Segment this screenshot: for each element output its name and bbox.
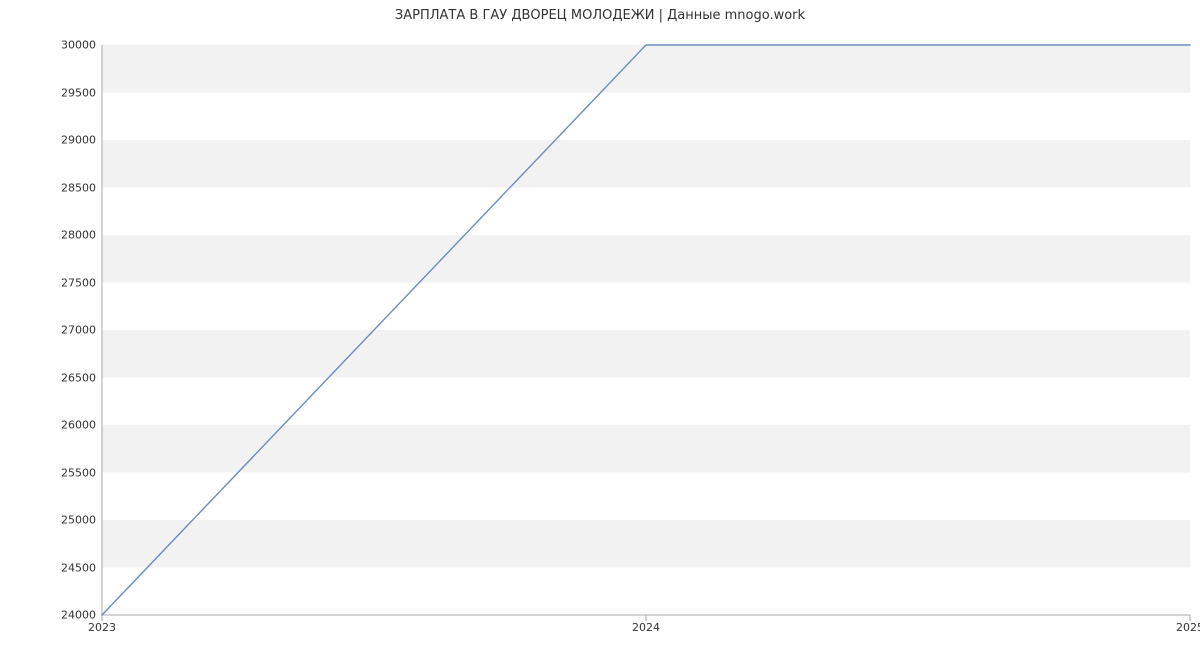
y-tick-label: 25500 [61,466,102,479]
y-tick-label: 28500 [61,181,102,194]
y-tick-label: 26000 [61,419,102,432]
y-tick-label: 24500 [61,561,102,574]
plot-area: 2023202420252400024500250002550026000265… [102,45,1190,615]
y-tick-label: 25000 [61,514,102,527]
y-tick-label: 27500 [61,276,102,289]
chart-title: ЗАРПЛАТА В ГАУ ДВОРЕЦ МОЛОДЕЖИ | Данные … [0,8,1200,23]
y-tick-label: 30000 [61,39,102,52]
x-tick-label: 2025 [1176,615,1200,634]
y-tick-label: 27000 [61,324,102,337]
y-tick-label: 29500 [61,86,102,99]
plot-svg [102,45,1190,615]
y-tick-label: 24000 [61,609,102,622]
y-tick-label: 26500 [61,371,102,384]
y-tick-label: 29000 [61,134,102,147]
x-tick-label: 2024 [632,615,660,634]
y-tick-label: 28000 [61,229,102,242]
chart-container: ЗАРПЛАТА В ГАУ ДВОРЕЦ МОЛОДЕЖИ | Данные … [0,0,1200,650]
